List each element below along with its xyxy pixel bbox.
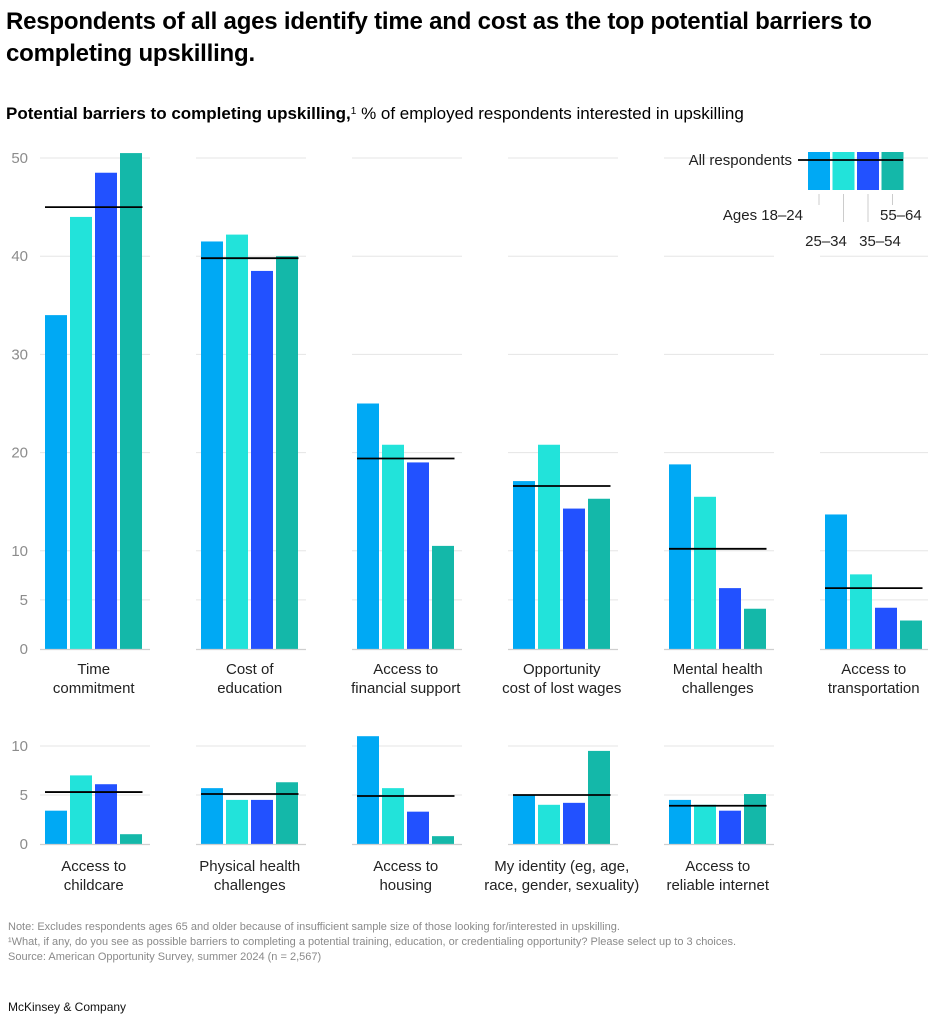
category-label: education <box>217 680 282 697</box>
subtitle-rest: % of employed respondents interested in … <box>356 104 744 123</box>
category-label: Access to <box>373 858 438 875</box>
bar-55-64 <box>120 153 142 649</box>
bar-35-54 <box>719 810 741 844</box>
category-label: My identity (eg, age, <box>494 858 629 875</box>
bar-35-54 <box>407 462 429 649</box>
bar-18-24 <box>357 403 379 649</box>
chart-title: Respondents of all ages identify time an… <box>6 8 872 67</box>
legend-label-18-24: Ages 18–24 <box>723 207 803 224</box>
y-tick-label: 5 <box>20 787 28 804</box>
bar-55-64 <box>120 834 142 844</box>
category-label: challenges <box>682 680 754 697</box>
bar-25-34 <box>382 444 404 649</box>
category-label: Mental health <box>673 661 763 678</box>
bar-18-24 <box>513 481 535 649</box>
bar-55-64 <box>276 782 298 844</box>
bar-35-54 <box>875 607 897 649</box>
bar-35-54 <box>563 802 585 844</box>
bar-55-64 <box>588 498 610 649</box>
y-tick-label: 20 <box>11 445 28 462</box>
y-tick-label: 50 <box>11 150 28 167</box>
source-text: Source: American Opportunity Survey, sum… <box>8 951 322 963</box>
y-tick-label: 40 <box>11 248 28 265</box>
category-label: Cost of <box>226 661 274 678</box>
category-label: challenges <box>214 877 286 894</box>
category-label: Access to <box>61 858 126 875</box>
bar-25-34 <box>70 216 92 650</box>
bar-18-24 <box>45 315 67 649</box>
bar-35-54 <box>95 784 117 844</box>
y-tick-label: 10 <box>11 738 28 755</box>
y-tick-label: 0 <box>20 641 28 658</box>
category-label: Access to <box>685 858 750 875</box>
legend-swatch <box>881 152 904 190</box>
bar-35-54 <box>95 172 117 650</box>
bar-25-34 <box>694 496 716 649</box>
category-label: Access to <box>373 661 438 678</box>
y-tick-label: 5 <box>20 592 28 609</box>
footnote-mark: 1 <box>350 106 357 117</box>
bar-25-34 <box>538 804 560 844</box>
legend-label-35-54: 35–54 <box>859 233 901 250</box>
legend-label-25-34: 25–34 <box>805 233 847 250</box>
bar-18-24 <box>669 464 691 649</box>
category-label: race, gender, sexuality) <box>484 877 639 894</box>
category-label: cost of lost wages <box>502 680 621 697</box>
bar-25-34 <box>694 804 716 844</box>
category-label: Opportunity <box>523 661 601 678</box>
bar-25-34 <box>538 444 560 649</box>
bar-55-64 <box>432 545 454 649</box>
bar-18-24 <box>201 241 223 649</box>
bar-18-24 <box>513 795 535 844</box>
bar-25-34 <box>226 799 248 844</box>
bar-18-24 <box>669 799 691 844</box>
legend-swatch <box>857 152 879 190</box>
category-label: transportation <box>828 680 920 697</box>
subtitle-bold: Potential barriers to completing upskill… <box>6 104 351 123</box>
category-label: Physical health <box>199 858 300 875</box>
bar-55-64 <box>588 750 610 844</box>
category-label: Access to <box>841 661 906 678</box>
bar-35-54 <box>251 270 273 649</box>
bar-35-54 <box>407 811 429 844</box>
bar-55-64 <box>744 794 766 844</box>
bar-55-64 <box>276 256 298 649</box>
bar-55-64 <box>900 620 922 649</box>
category-label: housing <box>379 877 432 894</box>
note-text: Note: Excludes respondents ages 65 and o… <box>8 921 620 933</box>
y-tick-label: 30 <box>11 346 28 363</box>
legend-label-55-64: 55–64 <box>880 207 922 224</box>
legend-swatch <box>808 152 830 190</box>
bar-25-34 <box>850 574 872 649</box>
category-label: commitment <box>53 680 136 697</box>
bar-25-34 <box>226 234 248 649</box>
category-label: Time <box>77 661 110 678</box>
category-label: childcare <box>64 877 124 894</box>
y-tick-label: 0 <box>20 836 28 853</box>
footnote-1-text: ¹What, if any, do you see as possible ba… <box>8 936 737 948</box>
bar-25-34 <box>70 775 92 844</box>
category-label: reliable internet <box>666 877 769 894</box>
bar-35-54 <box>251 799 273 844</box>
category-label: financial support <box>351 680 461 697</box>
bar-25-34 <box>382 788 404 844</box>
y-tick-label: 10 <box>11 543 28 560</box>
legend-label-all-respondents: All respondents <box>689 152 792 169</box>
bar-18-24 <box>357 736 379 844</box>
bar-35-54 <box>719 588 741 649</box>
bar-18-24 <box>45 810 67 844</box>
brand-logo-text: McKinsey & Company <box>8 1000 127 1014</box>
bar-35-54 <box>563 508 585 649</box>
bar-55-64 <box>432 836 454 844</box>
bar-55-64 <box>744 608 766 649</box>
bar-18-24 <box>201 788 223 844</box>
footnotes: Note: Excludes respondents ages 65 and o… <box>8 920 736 965</box>
bar-18-24 <box>825 514 847 649</box>
chart-subtitle: Potential barriers to completing upskill… <box>6 103 744 125</box>
legend-swatch <box>832 152 855 190</box>
